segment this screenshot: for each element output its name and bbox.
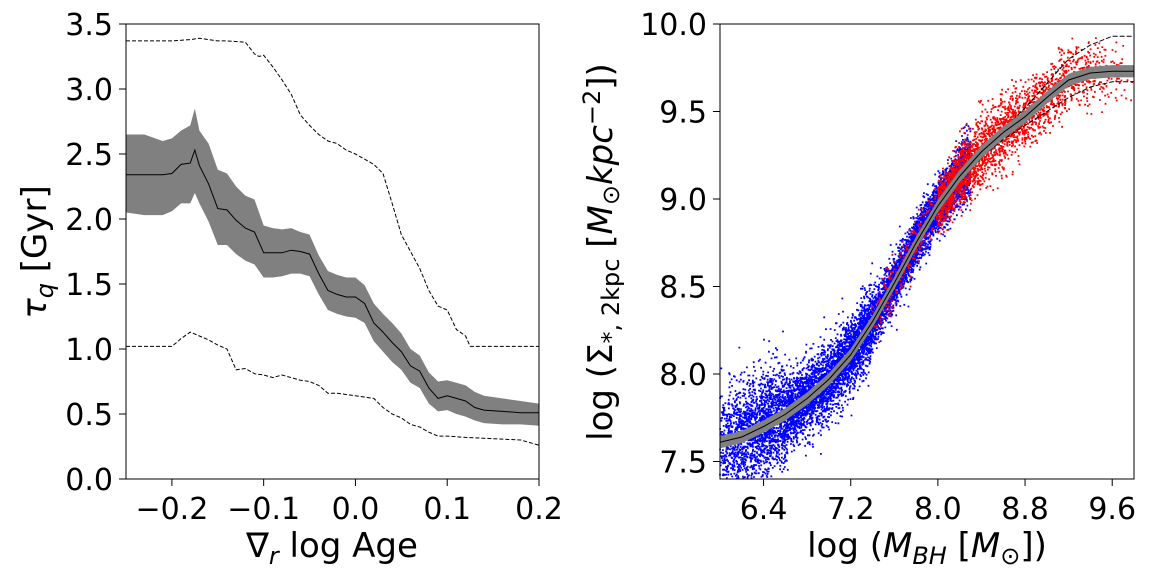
panel2-ytick-label: 8.5 (659, 271, 707, 306)
panel2-ytick-label: 8.0 (659, 358, 707, 393)
panel2-frame (719, 23, 1135, 480)
panel1-xlabel: ∇r log Age (245, 526, 418, 570)
panel-quenching-time-vs-age-gradient: −0.2 −0.1 0.0 0.1 0.2 0.0 0.5 1.0 1.5 2.0 2.5 3.0 3.… (15, 8, 563, 570)
panel1-xtick-label: 0.1 (423, 492, 471, 527)
panel2-ylabel: log (Σ*, 2kpc [M⊙kpc−2]) (578, 63, 625, 441)
panel1-median-line (126, 148, 539, 414)
panel1-ytick-label: 0.0 (65, 463, 113, 498)
panel1-frame (125, 23, 540, 480)
panel1-scatter-band (126, 108, 539, 426)
panel1-ylabel: τq [Gyr] (15, 185, 59, 319)
panel1-xtick-label: −0.1 (227, 492, 300, 527)
panel2-marks (719, 35, 1134, 480)
panel1-upper-envelope-line (126, 37, 539, 347)
panel2-ytick-label: 9.0 (659, 183, 707, 218)
panel2-xtick-label: 6.4 (740, 492, 788, 527)
panel2-xtick-label: 8.0 (914, 492, 962, 527)
panel1-ytick-label: 0.5 (65, 398, 113, 433)
panel2-ytick-label: 10.0 (640, 8, 707, 43)
panel1-marks (126, 37, 540, 446)
panel2-ytick-label: 9.5 (659, 96, 707, 131)
panel2-xlabel: log (MBH [M⊙]) (807, 526, 1047, 570)
panel1-xtick-label: 0.2 (515, 492, 563, 527)
panel1-xtick-label: −0.2 (135, 492, 208, 527)
panel1-ticks: −0.2 −0.1 0.0 0.1 0.2 0.0 0.5 1.0 1.5 2.0 2.5 3.0 3.… (65, 8, 563, 527)
panel1-ytick-label: 2.5 (65, 138, 113, 173)
panel1-ytick-label: 2.0 (65, 203, 113, 238)
panel-surface-density-vs-bh-mass: 6.4 7.2 8.0 8.8 9.6 7.5 8.0 8.5 9.0 9.5 10.0 log (… (578, 8, 1136, 570)
panel2-ticks: 6.4 7.2 8.0 8.8 9.6 7.5 8.0 8.5 9.0 9.5 10.0 (640, 8, 1136, 527)
panel1-ytick-label: 1.0 (65, 333, 113, 368)
panel1-xtick-label: 0.0 (332, 492, 380, 527)
panel1-ytick-label: 3.5 (65, 8, 113, 43)
panel1-ytick-label: 1.5 (65, 268, 113, 303)
panel2-xtick-label: 7.2 (827, 492, 875, 527)
panel2-xtick-label: 9.6 (1088, 492, 1136, 527)
panel2-median-line (719, 70, 1134, 443)
panel1-ytick-label: 3.0 (65, 73, 113, 108)
panel1-lower-envelope-line (126, 331, 540, 446)
panel2-xtick-label: 8.8 (1001, 492, 1049, 527)
panel2-ytick-label: 7.5 (659, 446, 707, 481)
